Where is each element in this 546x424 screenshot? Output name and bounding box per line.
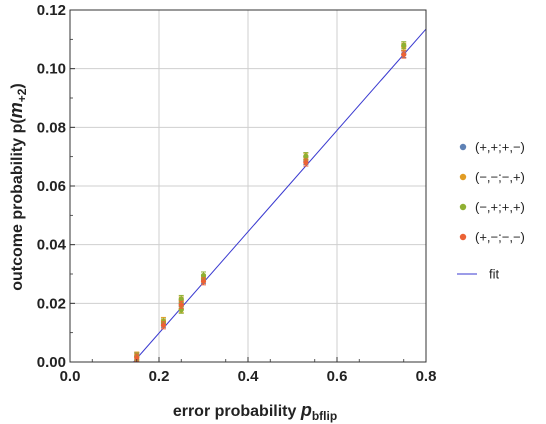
data-point — [401, 50, 407, 59]
legend-label: (+,−;−,−) — [475, 230, 525, 245]
legend-item: (+,+;+,−) — [459, 140, 525, 155]
data-point — [160, 321, 167, 330]
y-axis-label: outcome probability p(m+2) — [6, 83, 29, 290]
data-point — [303, 158, 309, 167]
y-tick-label: 0.06 — [37, 178, 66, 195]
x-tick-label: 0.4 — [238, 368, 260, 385]
x-axis-label: error probability pbflip — [173, 400, 337, 423]
legend-marker — [459, 173, 467, 181]
y-tick-label: 0.08 — [37, 119, 66, 136]
data-point — [200, 277, 207, 286]
legend-label: (+,+;+,−) — [475, 140, 525, 155]
x-tick-label: 0.2 — [149, 368, 170, 385]
legend-label: fit — [489, 267, 500, 282]
y-tick-label: 0.02 — [37, 295, 66, 312]
y-tick-label: 0.12 — [37, 2, 66, 19]
legend-label: (−,+;+,+) — [475, 200, 525, 215]
x-tick-label: 0.6 — [327, 368, 348, 385]
legend-item: (+,−;−,−) — [459, 230, 525, 245]
data-point — [178, 300, 184, 309]
data-point — [303, 152, 309, 161]
grid — [69, 9, 427, 363]
legend-marker — [459, 143, 467, 151]
legend: (+,+;+,−) (−,−;−,+) (−,+;+,+) (+,−;−,−) fit — [457, 140, 525, 282]
legend-marker — [459, 233, 467, 241]
y-tick-label: 0.10 — [37, 61, 66, 78]
y-tick-label: 0.00 — [37, 354, 66, 371]
axis-ticks: 0.0 0.2 0.4 0.6 0.8 0.00 0.02 0.04 0.06 0.08 0.10 0… — [37, 2, 437, 385]
legend-label: (−,−;−,+) — [475, 170, 525, 185]
y-tick-label: 0.04 — [37, 237, 67, 254]
legend-item: (−,+;+,+) — [459, 200, 525, 215]
data-point — [401, 41, 407, 50]
legend-marker — [459, 203, 467, 211]
x-tick-label: 0.8 — [416, 368, 437, 385]
x-tick-label: 0.0 — [60, 368, 81, 385]
legend-item-fit: fit — [457, 267, 500, 282]
data-points — [134, 41, 407, 362]
legend-item: (−,−;−,+) — [459, 170, 525, 185]
